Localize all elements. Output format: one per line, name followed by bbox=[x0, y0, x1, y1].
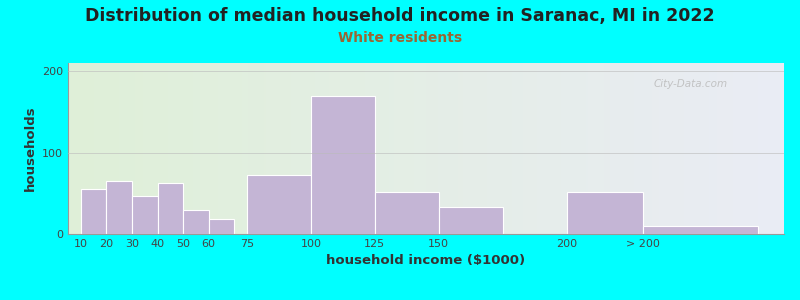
Bar bbox=[158, 183, 183, 234]
Bar bbox=[106, 181, 132, 234]
Bar bbox=[247, 176, 311, 234]
Bar bbox=[438, 207, 502, 234]
Bar bbox=[375, 192, 438, 234]
Bar bbox=[311, 96, 375, 234]
Bar bbox=[566, 192, 643, 234]
Bar bbox=[81, 189, 106, 234]
Text: City-Data.com: City-Data.com bbox=[654, 79, 728, 88]
Bar bbox=[183, 210, 209, 234]
Bar bbox=[209, 219, 234, 234]
Text: Distribution of median household income in Saranac, MI in 2022: Distribution of median household income … bbox=[85, 8, 715, 26]
Y-axis label: households: households bbox=[23, 106, 37, 191]
Bar bbox=[132, 196, 158, 234]
X-axis label: household income ($1000): household income ($1000) bbox=[326, 254, 526, 267]
Bar bbox=[643, 226, 758, 234]
Text: White residents: White residents bbox=[338, 32, 462, 46]
